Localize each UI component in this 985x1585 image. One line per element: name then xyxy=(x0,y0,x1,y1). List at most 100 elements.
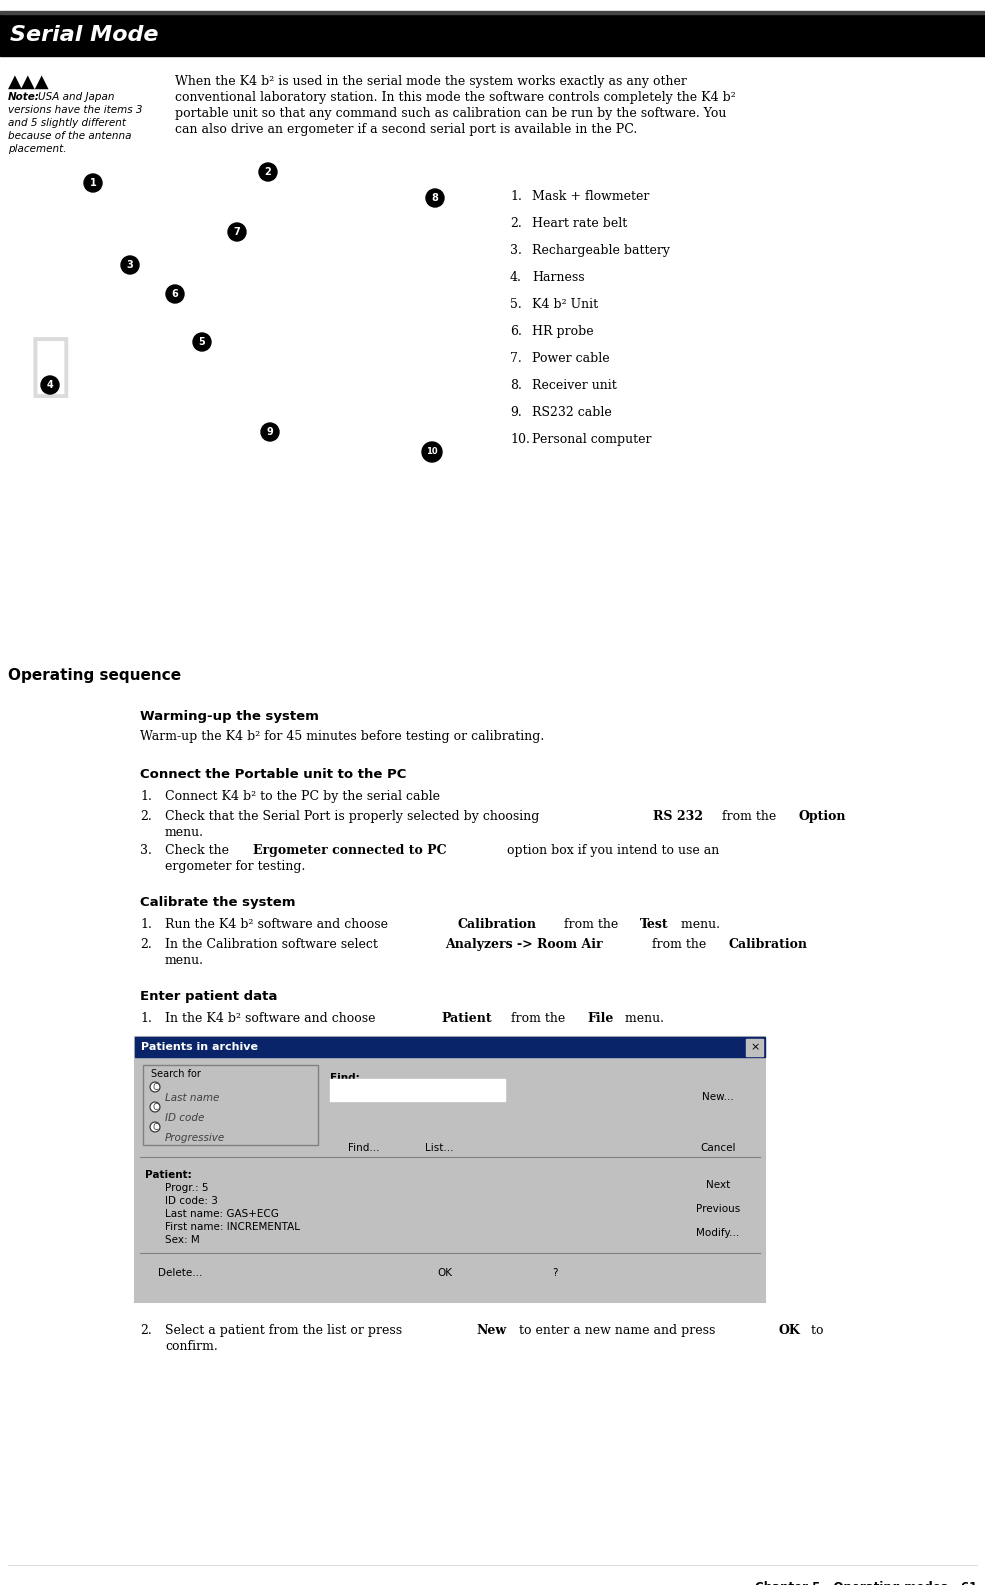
Text: 6: 6 xyxy=(171,288,178,300)
Text: USA and Japan: USA and Japan xyxy=(38,92,114,101)
Text: OK: OK xyxy=(437,1268,452,1278)
Circle shape xyxy=(228,223,246,241)
Text: portable unit so that any command such as calibration can be run by the software: portable unit so that any command such a… xyxy=(175,108,726,120)
Text: can also drive an ergometer if a second serial port is available in the PC.: can also drive an ergometer if a second … xyxy=(175,124,637,136)
Circle shape xyxy=(150,1122,160,1132)
Text: Heart rate belt: Heart rate belt xyxy=(532,217,627,230)
Text: Patient:: Patient: xyxy=(145,1170,192,1179)
Text: Previous: Previous xyxy=(695,1205,740,1214)
Text: Enter patient data: Enter patient data xyxy=(140,991,278,1003)
Text: menu.: menu. xyxy=(165,826,204,838)
Circle shape xyxy=(84,174,102,192)
Text: RS 232: RS 232 xyxy=(653,810,703,823)
Text: versions have the items 3: versions have the items 3 xyxy=(8,105,143,116)
Text: 10: 10 xyxy=(427,447,437,456)
Bar xyxy=(135,1037,765,1301)
Bar xyxy=(680,1136,756,1159)
Bar xyxy=(680,1086,756,1110)
Bar xyxy=(405,1136,473,1159)
Text: from the: from the xyxy=(559,918,623,930)
Circle shape xyxy=(150,1083,160,1092)
Text: C: C xyxy=(152,1122,158,1132)
Circle shape xyxy=(261,423,279,441)
Bar xyxy=(330,1079,505,1102)
Text: from the: from the xyxy=(648,938,710,951)
Bar xyxy=(5,160,485,499)
Text: Personal computer: Personal computer xyxy=(532,433,651,445)
Text: menu.: menu. xyxy=(677,918,720,930)
Text: 7: 7 xyxy=(233,227,240,238)
Text: Chapter 5 - Operating modes - 61: Chapter 5 - Operating modes - 61 xyxy=(755,1580,977,1585)
Text: RS232 cable: RS232 cable xyxy=(532,406,612,418)
Bar xyxy=(330,1136,398,1159)
Text: placement.: placement. xyxy=(8,144,67,154)
Text: Warming-up the system: Warming-up the system xyxy=(140,710,319,723)
Text: confirm.: confirm. xyxy=(165,1339,218,1354)
FancyBboxPatch shape xyxy=(143,1065,318,1144)
Text: Calibration: Calibration xyxy=(729,938,808,951)
Text: When the K4 b² is used in the serial mode the system works exactly as any other: When the K4 b² is used in the serial mod… xyxy=(175,74,687,89)
Text: 2.: 2. xyxy=(140,810,152,823)
Text: because of the antenna: because of the antenna xyxy=(8,132,132,141)
Text: 1: 1 xyxy=(90,178,97,189)
Text: menu.: menu. xyxy=(165,954,204,967)
Text: Run the K4 b² software and choose: Run the K4 b² software and choose xyxy=(165,918,392,930)
Text: 1.: 1. xyxy=(510,190,522,203)
Text: First name: INCREMENTAL: First name: INCREMENTAL xyxy=(165,1222,300,1232)
Bar xyxy=(143,1263,218,1282)
Text: 8.: 8. xyxy=(510,379,522,391)
Text: OK: OK xyxy=(779,1323,801,1338)
Circle shape xyxy=(150,1102,160,1113)
Text: menu.: menu. xyxy=(622,1011,665,1025)
Text: Check that the Serial Port is properly selected by choosing: Check that the Serial Port is properly s… xyxy=(165,810,544,823)
Text: ID code: 3: ID code: 3 xyxy=(165,1197,218,1206)
Text: 3: 3 xyxy=(127,260,133,269)
Text: Option: Option xyxy=(798,810,845,823)
Text: 2.: 2. xyxy=(510,217,522,230)
Circle shape xyxy=(426,189,444,208)
Text: Connect the Portable unit to the PC: Connect the Portable unit to the PC xyxy=(140,769,407,781)
Text: Progr.: 5: Progr.: 5 xyxy=(165,1182,209,1194)
Bar xyxy=(525,1263,585,1282)
Text: 2.: 2. xyxy=(140,938,152,951)
Text: Select a patient from the list or press: Select a patient from the list or press xyxy=(165,1323,406,1338)
Text: 9: 9 xyxy=(267,426,274,437)
Text: from the: from the xyxy=(507,1011,569,1025)
Text: Receiver unit: Receiver unit xyxy=(532,379,617,391)
Text: Cancel: Cancel xyxy=(700,1143,736,1152)
Text: In the K4 b² software and choose: In the K4 b² software and choose xyxy=(165,1011,379,1025)
Text: Harness: Harness xyxy=(532,271,585,284)
Bar xyxy=(680,1174,756,1195)
Bar xyxy=(680,1224,756,1243)
Text: 3.: 3. xyxy=(140,843,152,857)
Text: Note:: Note: xyxy=(8,92,39,101)
Text: Mask + flowmeter: Mask + flowmeter xyxy=(532,190,649,203)
Circle shape xyxy=(41,376,59,395)
Text: Modify...: Modify... xyxy=(696,1228,740,1238)
Text: 8: 8 xyxy=(431,193,438,203)
Text: Connect K4 b² to the PC by the serial cable: Connect K4 b² to the PC by the serial ca… xyxy=(165,789,440,804)
Text: HR probe: HR probe xyxy=(532,325,594,338)
Text: New: New xyxy=(476,1323,506,1338)
Text: from the: from the xyxy=(718,810,780,823)
Text: 5.: 5. xyxy=(510,298,522,311)
Text: Ergometer connected to PC: Ergometer connected to PC xyxy=(253,843,446,857)
Circle shape xyxy=(121,257,139,274)
Text: ▲▲▲: ▲▲▲ xyxy=(8,73,49,90)
Text: Find...: Find... xyxy=(349,1143,380,1152)
Text: File: File xyxy=(587,1011,614,1025)
Bar xyxy=(680,1198,756,1219)
Text: Calibration: Calibration xyxy=(458,918,537,930)
Text: List...: List... xyxy=(425,1143,453,1152)
Text: to enter a new name and press: to enter a new name and press xyxy=(515,1323,719,1338)
Text: 4.: 4. xyxy=(510,271,522,284)
Text: ×: × xyxy=(751,1041,759,1052)
Text: ?: ? xyxy=(553,1268,558,1278)
Text: Sex: M: Sex: M xyxy=(165,1235,200,1244)
Text: conventional laboratory station. In this mode the software controls completely t: conventional laboratory station. In this… xyxy=(175,90,736,105)
Bar xyxy=(0,14,985,55)
Text: Find:: Find: xyxy=(330,1073,360,1083)
Text: ergometer for testing.: ergometer for testing. xyxy=(165,861,305,873)
Bar xyxy=(143,1170,608,1244)
Text: option box if you intend to use an: option box if you intend to use an xyxy=(502,843,719,857)
